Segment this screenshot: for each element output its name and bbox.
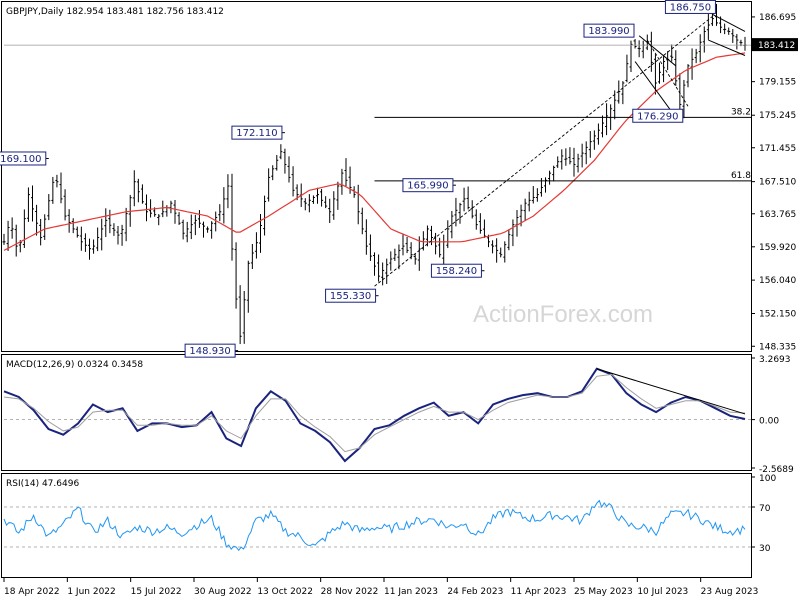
- date-axis-label: 15 Jul 2022: [131, 587, 182, 597]
- macd-signal-line: [3, 373, 746, 453]
- channel-line-dashed: [646, 39, 689, 107]
- rsi-line: [3, 499, 746, 552]
- price-axis-label: 186.695: [759, 13, 796, 23]
- swing-label-box: [583, 23, 635, 38]
- price-axis-label: 152.150: [759, 310, 796, 320]
- price-axis-label: 159.920: [759, 243, 796, 253]
- date-axis-label: 28 Nov 2022: [321, 587, 379, 597]
- price-axis-label: 163.765: [759, 210, 796, 220]
- swing-label-box: [0, 151, 47, 166]
- swing-label-box: [402, 178, 454, 193]
- swing-label-text: 165.990: [407, 181, 448, 192]
- date-axis-label: 24 Feb 2023: [447, 587, 503, 597]
- price-axis-label: 167.510: [759, 178, 796, 188]
- swing-label-box: [231, 125, 283, 140]
- price-axis-label: 175.245: [759, 111, 796, 121]
- date-axis-label: 13 Oct 2022: [257, 587, 313, 597]
- swing-label-box: [325, 288, 377, 303]
- swing-label-text: 172.110: [236, 128, 277, 139]
- rsi-layer: [3, 499, 751, 552]
- price-layer: 38.2 61.8 169.100 148.930 172.110 155.330 165.…: [0, 0, 751, 358]
- watermark: ActionForex.com: [473, 301, 653, 328]
- axis-layer: 186.695 179.155 175.245 171.455 167.510 163.7…: [3, 13, 798, 597]
- channel-lower-line: [634, 61, 677, 118]
- swing-label-text: 186.750: [670, 2, 711, 13]
- macd-axis-label: 3.2693: [759, 355, 791, 365]
- date-axis-label: 25 May 2023: [574, 587, 633, 597]
- date-axis-label: 11 Jan 2023: [384, 587, 438, 597]
- swing-label-text: 169.100: [0, 154, 41, 165]
- swing-label-text: 148.930: [189, 346, 230, 357]
- top-channel-upper: [712, 13, 746, 32]
- fib-level-label: 38.2: [731, 107, 751, 117]
- macd-axis-label: -2.5689: [759, 465, 794, 475]
- swing-label-text: 158.240: [436, 266, 477, 277]
- swing-label-text: 183.990: [588, 26, 629, 37]
- current-price-tag: [752, 38, 798, 52]
- price-axis-label: 179.155: [759, 78, 796, 88]
- trendline-dashed: [374, 16, 713, 287]
- macd-axis-label: 0.00: [759, 417, 779, 427]
- date-axis-label: 10 Jul 2023: [637, 587, 688, 597]
- fib-level-label: 61.8: [731, 171, 751, 181]
- current-price-tag-text: 183.412: [758, 41, 795, 51]
- price-panel-header: GBPJPY,Daily 182.954 183.481 182.756 183…: [6, 7, 224, 17]
- price-bars: [2, 3, 747, 345]
- moving-average-line: [3, 52, 746, 251]
- macd-layer: [3, 367, 751, 463]
- swing-label-box: [430, 263, 482, 278]
- date-axis-label: 11 Apr 2023: [511, 587, 567, 597]
- swing-label-text: 176.290: [637, 111, 678, 122]
- date-axis-label: 23 Aug 2023: [701, 587, 759, 597]
- date-axis-label: 1 Jun 2022: [67, 587, 115, 597]
- price-axis-label: 171.455: [759, 144, 796, 154]
- top-channel-lower: [708, 39, 746, 56]
- macd-panel-frame: [1, 354, 752, 471]
- price-axis-label: 156.040: [759, 276, 796, 286]
- date-axis-label: 30 Aug 2022: [194, 587, 252, 597]
- rsi-panel-frame: [1, 473, 752, 578]
- swing-label-text: 155.330: [330, 291, 371, 302]
- macd-line: [3, 367, 746, 463]
- rsi-panel-header: RSI(14) 47.6496: [6, 479, 79, 489]
- macd-trendline: [596, 368, 746, 415]
- rsi-axis-label: 30: [759, 544, 771, 554]
- rsi-axis-label: 100: [759, 474, 776, 484]
- channel-upper-line: [638, 35, 677, 67]
- swing-label-box: [664, 0, 716, 14]
- rsi-axis-label: 70: [759, 504, 771, 514]
- price-axis-label: 148.335: [759, 342, 796, 352]
- swing-label-box: [632, 108, 684, 123]
- macd-panel-header: MACD(12,26,9) 0.0324 0.3458: [6, 360, 143, 370]
- price-panel-frame: [1, 1, 752, 352]
- swing-label-box: [184, 343, 236, 358]
- date-axis-label: 18 Apr 2022: [4, 587, 60, 597]
